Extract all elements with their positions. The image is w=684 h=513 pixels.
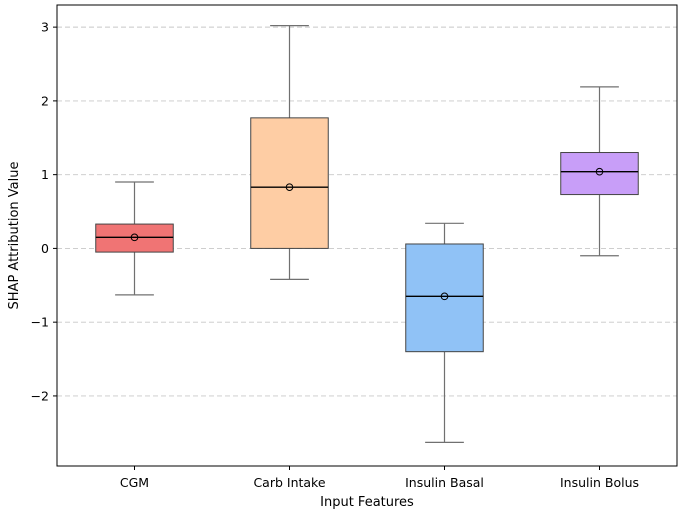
y-tick-label: 3: [41, 20, 49, 35]
box-series: [95, 25, 639, 443]
box-insulin-bolus: [560, 86, 639, 257]
box-insulin-basal: [405, 222, 484, 443]
y-axis: −2 −1 0 1 2 3: [31, 20, 57, 403]
mean-marker: [130, 233, 139, 242]
mean-marker: [285, 183, 294, 191]
iqr-box: [560, 152, 639, 196]
grid-lines: [57, 26, 677, 397]
box-cgm: [95, 181, 174, 296]
y-tick-label: 0: [41, 241, 49, 256]
x-tick-label: Carb Intake: [253, 475, 325, 490]
mean-marker: [595, 167, 604, 176]
y-tick-label: 1: [41, 167, 49, 182]
iqr-box: [250, 117, 329, 249]
x-tick-label: Insulin Basal: [405, 475, 484, 490]
x-axis: CGM Carb Intake Insulin Basal Insulin Bolus: [120, 466, 639, 490]
plot-area-frame: [56, 4, 678, 467]
x-tick-label: CGM: [120, 475, 149, 490]
mean-marker: [440, 292, 449, 301]
x-axis-label: Input Features: [320, 495, 414, 510]
y-tick-label: −1: [31, 315, 49, 330]
y-tick-label: −2: [31, 388, 49, 403]
y-axis-label: SHAP Attribution Value: [7, 162, 22, 310]
box-carb-intake: [250, 25, 329, 280]
x-tick-label: Insulin Bolus: [560, 475, 639, 490]
y-tick-label: 2: [41, 93, 49, 108]
iqr-box: [405, 243, 484, 353]
iqr-box: [95, 223, 174, 253]
